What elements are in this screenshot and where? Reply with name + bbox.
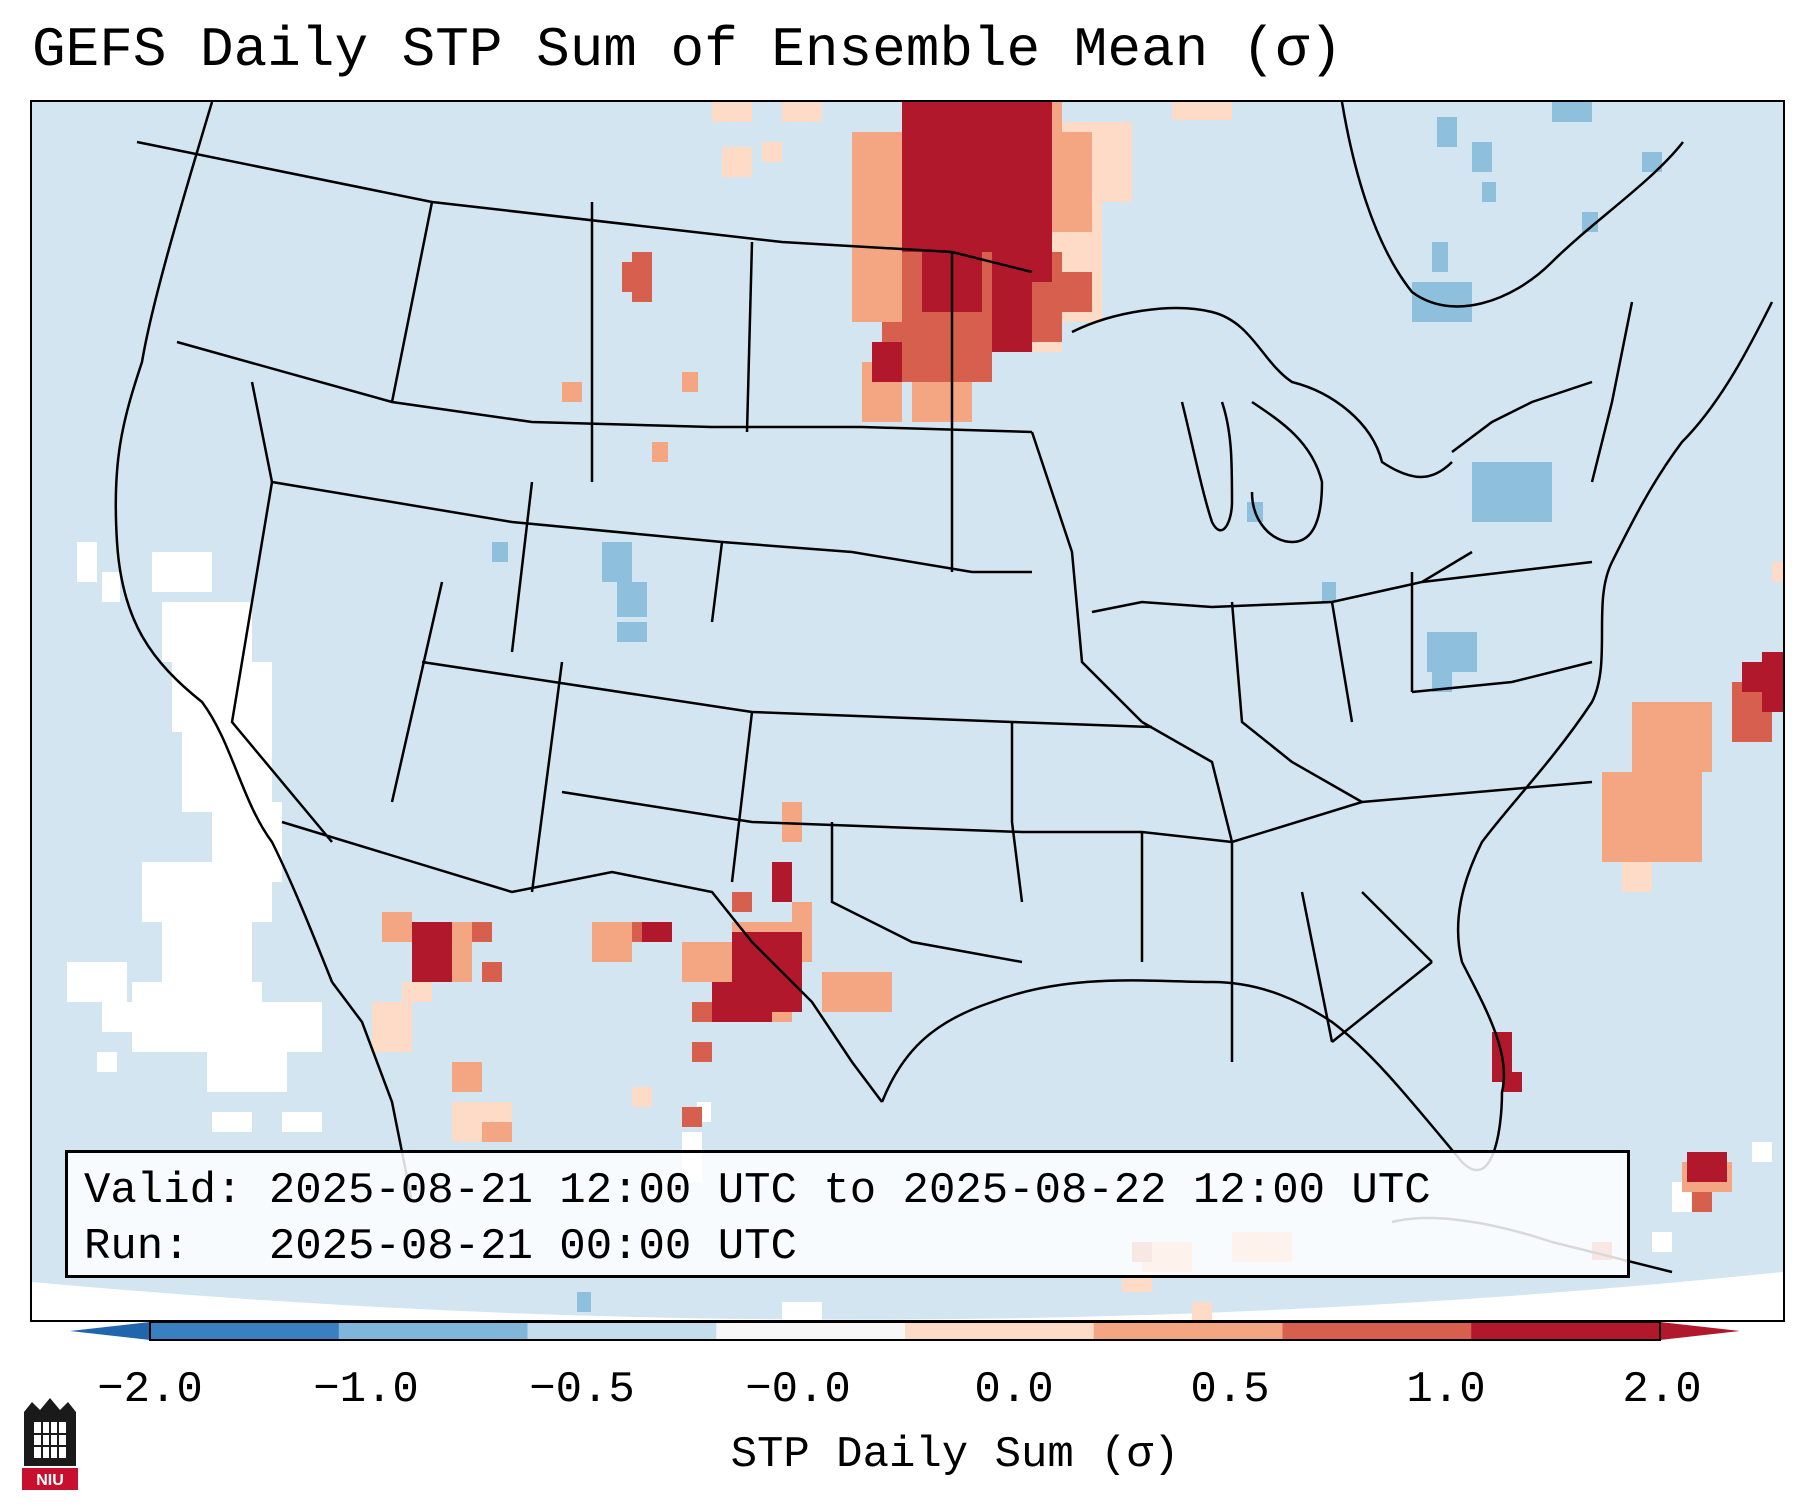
cbar-tick-2: −0.5 bbox=[529, 1365, 635, 1415]
cbar-tick-7: 2.0 bbox=[1622, 1365, 1702, 1415]
canada-us-border bbox=[136, 140, 1033, 274]
globe-edge bbox=[32, 1272, 1783, 1320]
west-coast bbox=[114, 102, 334, 983]
cbar-tick-6: 1.0 bbox=[1406, 1365, 1486, 1415]
map-panel[interactable] bbox=[30, 100, 1785, 1322]
colorbar-extend-low bbox=[70, 1322, 150, 1340]
great-lakes bbox=[1071, 306, 1453, 479]
lower-michigan bbox=[1250, 400, 1324, 544]
logo-text: NIU bbox=[36, 1472, 64, 1489]
colorbar-segment bbox=[338, 1322, 528, 1340]
colorbar-segment bbox=[716, 1322, 906, 1340]
colorbar-extend-high bbox=[1660, 1322, 1740, 1340]
lake-michigan bbox=[1180, 401, 1234, 532]
hudson-bay bbox=[1340, 102, 1684, 308]
state-lines bbox=[176, 201, 1634, 1062]
map-title: GEFS Daily STP Sum of Ensemble Mean (σ) bbox=[32, 18, 1343, 82]
valid-row: Valid: 2025-08-21 12:00 UTC to 2025-08-2… bbox=[84, 1163, 1611, 1219]
niu-logo: NIU bbox=[22, 1398, 78, 1490]
colorbar-segment bbox=[1471, 1322, 1661, 1340]
cbar-tick-4: 0.0 bbox=[974, 1365, 1054, 1415]
colorbar-segment bbox=[905, 1322, 1095, 1340]
valid-value: 2025-08-21 12:00 UTC to 2025-08-22 12:00… bbox=[268, 1166, 1431, 1216]
colorbar-segment bbox=[1093, 1322, 1283, 1340]
colorbar bbox=[70, 1321, 1740, 1341]
colorbar-label: STP Daily Sum (σ) bbox=[730, 1430, 1180, 1480]
boundaries bbox=[114, 102, 1774, 1274]
run-label: Run: bbox=[84, 1222, 190, 1272]
cbar-tick-3: −0.0 bbox=[745, 1365, 851, 1415]
cbar-tick-0: −2.0 bbox=[97, 1365, 203, 1415]
map-canvas bbox=[32, 102, 1783, 1320]
cbar-tick-5: 0.5 bbox=[1190, 1365, 1270, 1415]
run-value: 2025-08-21 00:00 UTC bbox=[268, 1222, 797, 1272]
cbar-tick-1: −1.0 bbox=[313, 1365, 419, 1415]
negative-cells bbox=[492, 102, 1662, 1312]
run-row: Run: 2025-08-21 00:00 UTC bbox=[84, 1219, 1611, 1275]
positive-extreme-cells bbox=[412, 102, 1783, 1182]
mexico-border bbox=[281, 820, 883, 1103]
colorbar-segment bbox=[527, 1322, 717, 1340]
gulf-coast bbox=[880, 301, 1774, 1172]
validity-info-box: Valid: 2025-08-21 12:00 UTC to 2025-08-2… bbox=[65, 1150, 1630, 1278]
colorbar-segment bbox=[150, 1322, 340, 1340]
colorbar-segment bbox=[1282, 1322, 1472, 1340]
valid-label: Valid: bbox=[84, 1166, 243, 1216]
